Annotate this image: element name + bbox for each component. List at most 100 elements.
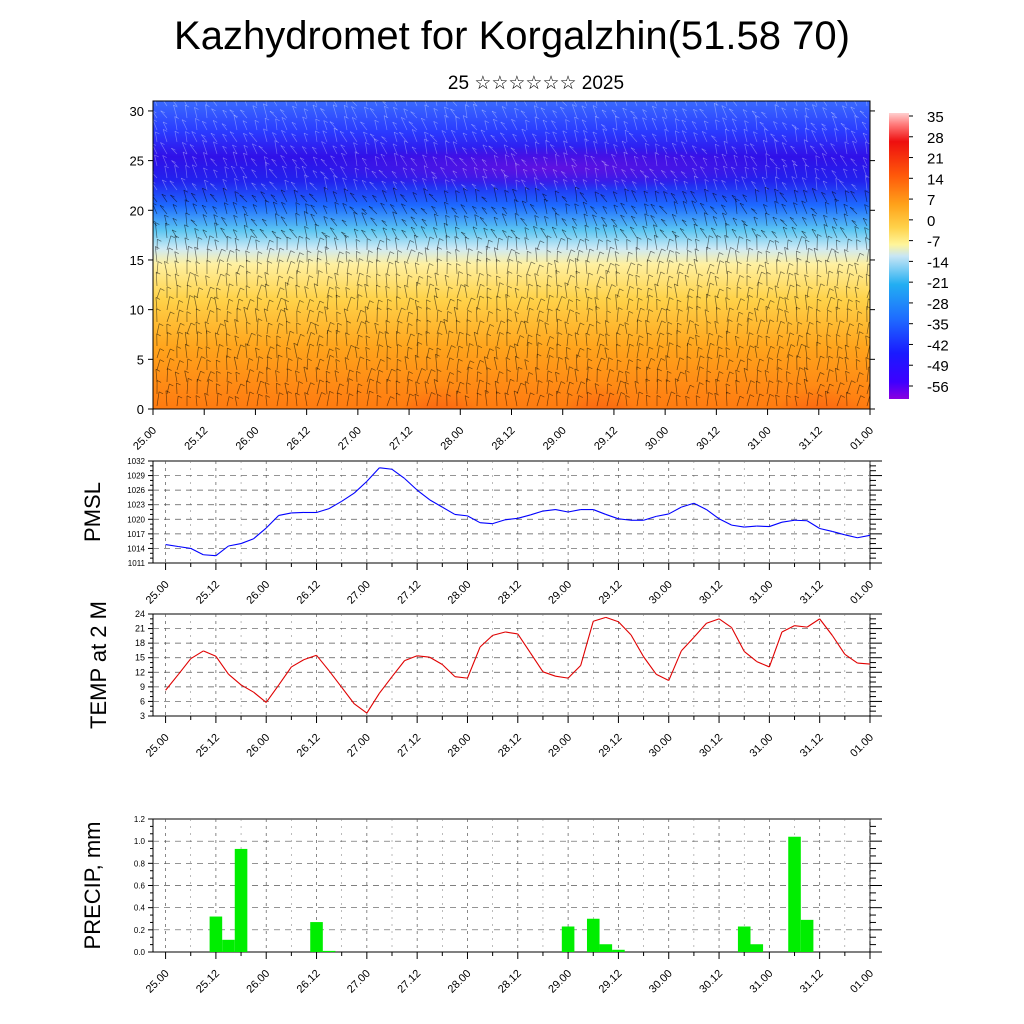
wind-barb-flag bbox=[859, 384, 864, 388]
wind-barb-flag bbox=[162, 179, 167, 183]
wind-barb-flag bbox=[258, 275, 263, 279]
wind-barb bbox=[233, 356, 238, 371]
wind-barb-flag bbox=[178, 300, 184, 303]
wind-barb bbox=[839, 155, 848, 167]
wind-barb-flag bbox=[595, 115, 600, 119]
wind-barb-flag bbox=[224, 319, 229, 323]
wind-barb bbox=[389, 204, 398, 215]
wind-barb-flag bbox=[374, 138, 379, 142]
wind-barb-flag bbox=[821, 191, 826, 195]
wind-barb bbox=[215, 383, 218, 395]
wind-barb bbox=[714, 155, 718, 167]
wind-barb bbox=[706, 282, 711, 299]
wind-barb bbox=[335, 347, 338, 359]
wind-barb-flag bbox=[532, 168, 537, 171]
wind-barb bbox=[243, 307, 248, 323]
wind-barb bbox=[659, 182, 668, 191]
wind-barb bbox=[716, 354, 720, 371]
wind-barb bbox=[694, 323, 698, 335]
pmsl-panel-line-segment bbox=[404, 478, 418, 491]
wind-barb-flag bbox=[387, 345, 392, 349]
pmsl-panel-line-segment bbox=[806, 520, 820, 529]
wind-barb bbox=[471, 183, 478, 191]
wind-barb bbox=[721, 105, 728, 119]
wind-barb-flag bbox=[769, 380, 774, 383]
wind-barb-flag bbox=[177, 284, 182, 288]
wind-barb bbox=[705, 380, 708, 395]
wind-barb bbox=[835, 306, 838, 323]
wind-barb bbox=[269, 181, 278, 191]
temp-panel-line-segment bbox=[731, 627, 745, 652]
wind-barb-flag bbox=[494, 356, 499, 360]
wind-barb bbox=[386, 299, 388, 311]
wind-barb-flag bbox=[804, 115, 810, 118]
wind-barb bbox=[846, 273, 851, 287]
wind-barb bbox=[574, 116, 578, 131]
wind-barb-flag bbox=[445, 235, 451, 238]
wind-barb-flag bbox=[565, 203, 570, 206]
wind-barb bbox=[354, 346, 358, 359]
wind-barb-flag bbox=[447, 262, 452, 266]
wind-barb bbox=[251, 195, 258, 203]
wind-barb bbox=[601, 124, 608, 131]
wind-barb-flag bbox=[642, 155, 647, 158]
wind-barb bbox=[416, 276, 420, 287]
wind-barb-flag bbox=[639, 335, 644, 339]
wind-barb bbox=[762, 140, 768, 155]
wind-barb-flag bbox=[418, 332, 423, 336]
wind-barb bbox=[406, 312, 410, 323]
wind-barb-flag bbox=[370, 217, 375, 221]
wind-barb-flag bbox=[808, 392, 814, 395]
wind-barb-flag bbox=[610, 263, 615, 266]
wind-barb bbox=[862, 132, 868, 143]
wind-barb-flag bbox=[512, 188, 517, 192]
profile-x-tick-label: 25.00 bbox=[131, 425, 159, 453]
wind-barb-flag bbox=[848, 238, 853, 242]
wind-barb-flag bbox=[585, 259, 590, 263]
wind-barb-flag bbox=[329, 391, 334, 394]
wind-barb-flag bbox=[708, 356, 713, 360]
wind-barb bbox=[191, 164, 198, 179]
wind-barb bbox=[654, 191, 658, 203]
wind-barb-flag bbox=[269, 299, 274, 303]
wind-barb-flag bbox=[739, 345, 744, 349]
wind-barb-flag bbox=[659, 205, 664, 209]
wind-barb-flag bbox=[284, 299, 290, 303]
wind-barb bbox=[366, 391, 370, 407]
wind-barb bbox=[543, 198, 548, 215]
wind-barb-flag bbox=[662, 146, 667, 150]
wind-barb bbox=[723, 165, 728, 179]
wind-barb-flag bbox=[216, 307, 222, 311]
wind-barb-flag bbox=[313, 283, 319, 286]
wind-barb bbox=[446, 357, 451, 371]
wind-barb-flag bbox=[462, 132, 468, 136]
wind-barb bbox=[196, 237, 199, 251]
wind-barb-flag bbox=[811, 213, 817, 217]
wind-barb bbox=[210, 158, 218, 167]
wind-barb bbox=[176, 395, 179, 407]
wind-barb bbox=[201, 134, 208, 143]
wind-barb bbox=[176, 332, 180, 347]
wind-barb-flag bbox=[222, 133, 227, 137]
wind-barb bbox=[431, 206, 438, 215]
wind-barb bbox=[456, 271, 460, 287]
wind-barb-flag bbox=[496, 295, 501, 299]
wind-barb bbox=[242, 205, 248, 215]
wind-barb bbox=[674, 378, 678, 395]
wind-barb bbox=[803, 139, 808, 155]
wind-barb-flag bbox=[155, 368, 161, 372]
wind-barb-flag bbox=[634, 380, 640, 384]
wind-barb bbox=[484, 120, 488, 131]
wind-barb-flag bbox=[511, 118, 516, 122]
wind-barb-flag bbox=[770, 346, 775, 349]
wind-barb bbox=[535, 188, 538, 203]
wind-barb bbox=[656, 260, 660, 275]
wind-barb-flag bbox=[692, 217, 697, 221]
wind-barb bbox=[459, 157, 468, 167]
wind-barb-flag bbox=[166, 273, 171, 277]
wind-barb bbox=[361, 158, 368, 167]
wind-barb-flag bbox=[632, 181, 637, 184]
wind-barb-flag bbox=[524, 144, 530, 147]
wind-barb bbox=[574, 332, 578, 347]
wind-barb-flag bbox=[251, 332, 256, 336]
